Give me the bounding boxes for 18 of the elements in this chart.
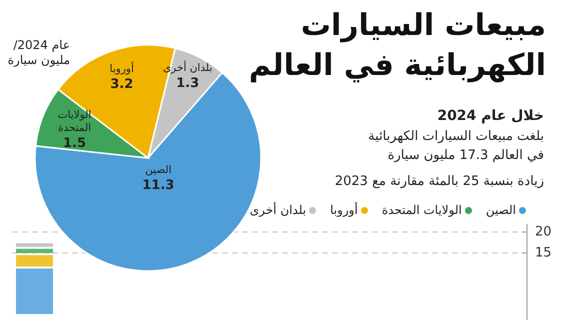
legend-label: بلدان أخرى xyxy=(250,203,306,217)
text: بلغت مبيعات السيارات الكهربائية في العالم 17.3 مليون سيارة xyxy=(367,128,544,165)
data-label: 11.3 xyxy=(141,177,176,194)
text: عام 2024/ مليون سيارة xyxy=(6,38,70,68)
y-tick-label: 20 xyxy=(535,224,552,240)
y-tick-label: 15 xyxy=(535,246,552,260)
legend-label: الصين xyxy=(486,203,516,217)
data-label: 3.2 xyxy=(109,76,134,94)
data-label: 1.3 xyxy=(175,74,200,92)
slice-label: أوروبا xyxy=(108,63,135,76)
legend-label: أوروبا xyxy=(330,203,358,217)
text: زيادة بنسبة 25 بالمئة مقارنة مع 2023 xyxy=(334,173,544,191)
slice-label: الولايات المتحدة xyxy=(56,108,92,135)
slice-label: الصين xyxy=(144,164,172,178)
chart-title: مبيعات السيارات الكهربائية في العالم xyxy=(248,7,546,85)
text: خلال عام 2024 xyxy=(436,108,544,124)
legend-label: الولايات المتحدة xyxy=(382,203,462,217)
data-label: 1.5 xyxy=(62,134,88,152)
